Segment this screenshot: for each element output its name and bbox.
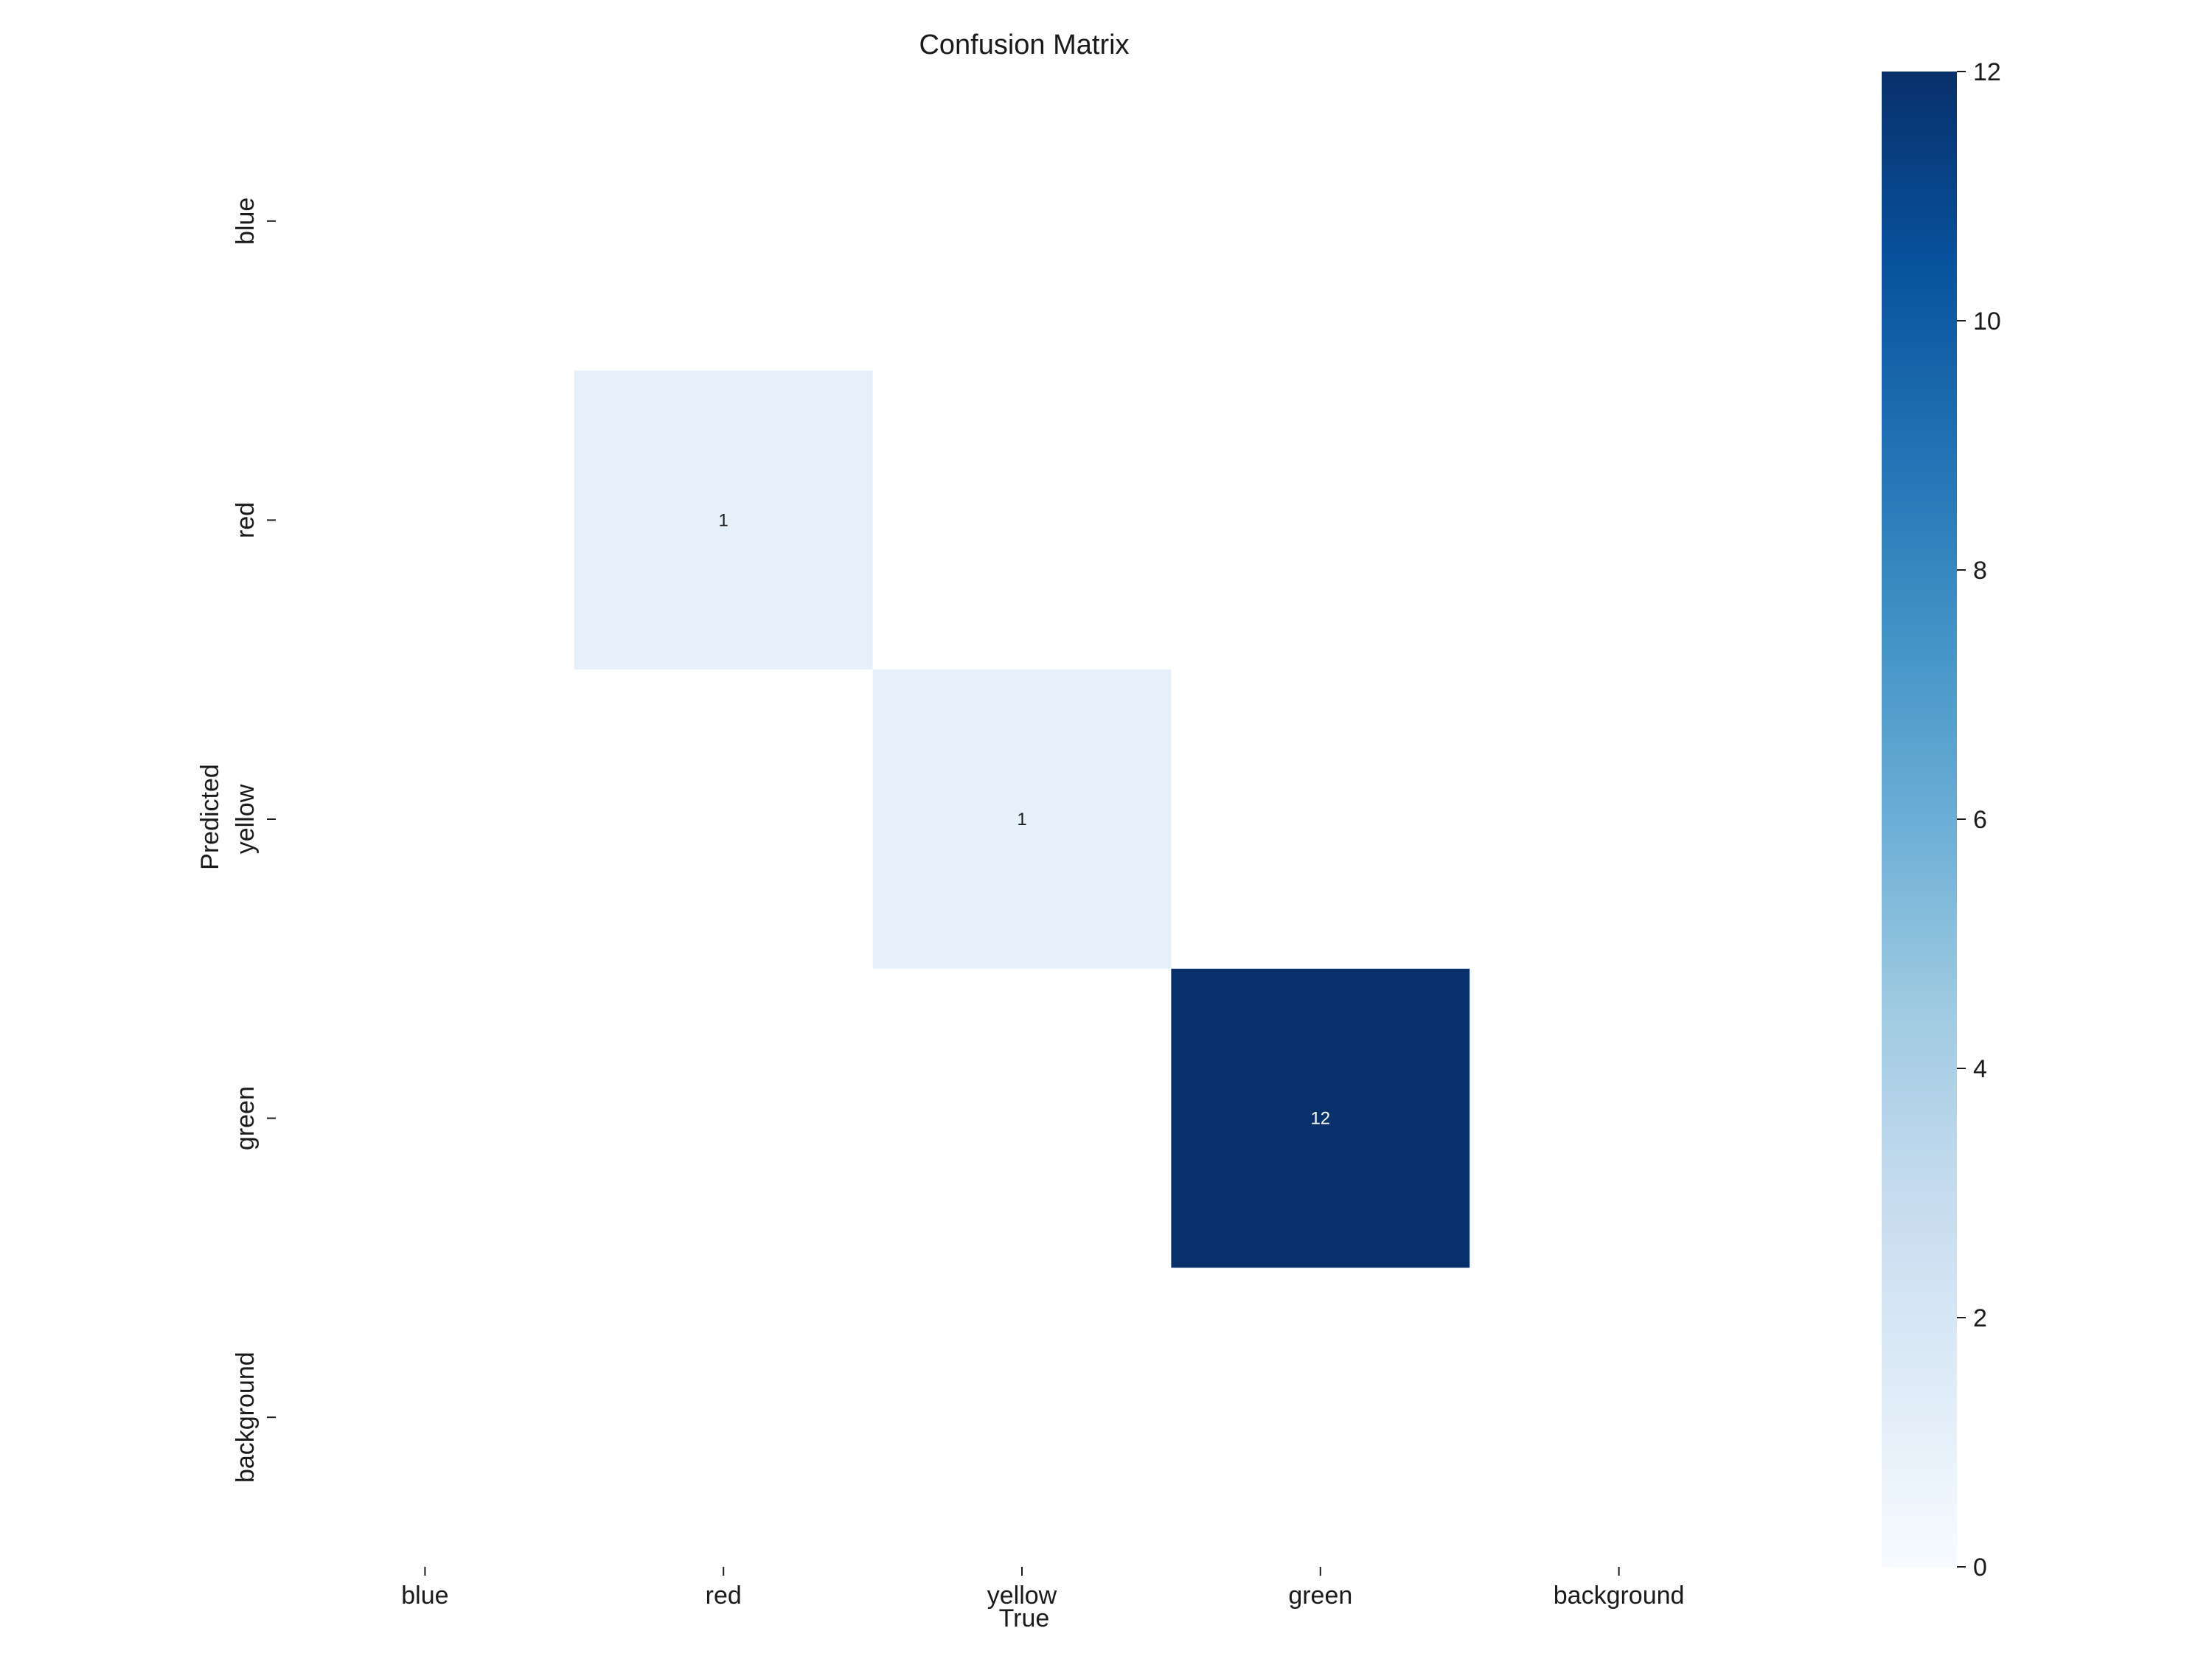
colorbar-gradient — [1882, 72, 1957, 1567]
y-tick-label: background — [232, 1352, 260, 1483]
y-axis-ticks: blue red yellow green background — [232, 198, 276, 1483]
heatmap-cells — [574, 370, 1470, 1268]
y-tick-label: yellow — [232, 784, 260, 854]
cell-value-label: 12 — [1310, 1109, 1330, 1129]
y-tick-label: blue — [232, 198, 260, 245]
heatmap-cell — [872, 669, 1172, 969]
colorbar-tick-label: 10 — [1973, 307, 2001, 335]
x-tick-label: yellow — [987, 1582, 1057, 1610]
colorbar-ticks: 0 2 4 6 8 10 12 — [1957, 58, 2001, 1582]
colorbar-tick-label: 0 — [1973, 1554, 1987, 1582]
y-tick-label: red — [232, 502, 260, 538]
colorbar: 0 2 4 6 8 10 12 — [1882, 58, 2001, 1582]
cell-value-label: 1 — [719, 510, 728, 530]
chart-title: Confusion Matrix — [919, 29, 1129, 60]
colorbar-tick-label: 6 — [1973, 806, 1987, 834]
x-tick-label: green — [1288, 1582, 1352, 1610]
heatmap-cell — [574, 370, 873, 670]
y-axis-title: Predicted — [196, 764, 224, 870]
x-axis-title: True — [999, 1604, 1050, 1632]
x-tick-label: blue — [401, 1582, 448, 1610]
colorbar-tick-label: 8 — [1973, 557, 1987, 585]
cell-value-label: 1 — [1017, 810, 1026, 830]
x-axis-ticks: blue red yellow green background — [401, 1567, 1684, 1610]
colorbar-tick-label: 2 — [1973, 1304, 1987, 1332]
x-tick-label: red — [706, 1582, 742, 1610]
heatmap-cell — [1171, 968, 1470, 1268]
colorbar-tick-label: 12 — [1973, 58, 2001, 86]
heatmap-cell-labels: 1 1 12 — [719, 510, 1331, 1128]
y-tick-label: green — [232, 1086, 260, 1150]
colorbar-tick-label: 4 — [1973, 1055, 1987, 1083]
x-tick-label: background — [1554, 1582, 1685, 1610]
